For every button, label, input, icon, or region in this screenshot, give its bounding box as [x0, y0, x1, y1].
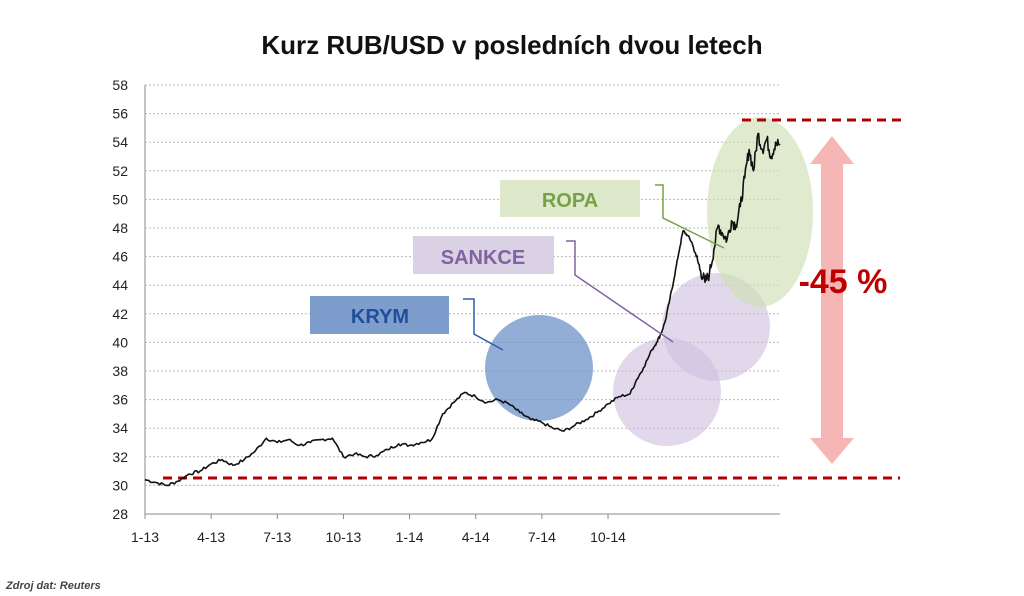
- y-tick-label: 48: [112, 220, 128, 236]
- ropa-bubble: [707, 117, 813, 307]
- x-tick-label: 1-13: [131, 529, 159, 545]
- y-axis: 28 30 32 34 36 38 40 42 44 46 48 50 52 54 56 58: [112, 77, 128, 522]
- y-tick-label: 28: [112, 506, 128, 522]
- y-tick-label: 30: [112, 477, 128, 493]
- x-axis: 1-13 4-13 7-13 10-13 1-14 4-14 7-14 10-14: [131, 514, 626, 545]
- y-tick-label: 58: [112, 77, 128, 93]
- change-arrow: [810, 136, 854, 464]
- x-tick-label: 10-14: [590, 529, 626, 545]
- annotation-bubbles: [485, 117, 813, 446]
- x-tick-label: 7-14: [528, 529, 556, 545]
- y-tick-label: 50: [112, 191, 128, 207]
- y-tick-label: 34: [112, 420, 128, 436]
- y-tick-label: 54: [112, 134, 128, 150]
- y-tick-label: 32: [112, 449, 128, 465]
- y-tick-label: 40: [112, 334, 128, 350]
- y-tick-label: 52: [112, 163, 128, 179]
- y-tick-label: 38: [112, 363, 128, 379]
- source-note: Zdroj dat: Reuters: [6, 580, 101, 592]
- ropa-label-box: [500, 180, 640, 217]
- sankce-connector: [566, 240, 674, 343]
- krym-connector: [463, 298, 504, 351]
- change-label: -45 %: [799, 263, 888, 301]
- y-tick-label: 46: [112, 249, 128, 265]
- sankce-label: SANKCE: [441, 247, 525, 269]
- y-tick-label: 42: [112, 306, 128, 322]
- krym-bubble: [485, 315, 593, 421]
- y-tick-label: 44: [112, 277, 128, 293]
- chart-title: Kurz RUB/USD v posledních dvou letech: [261, 30, 763, 60]
- x-tick-label: 10-13: [326, 529, 362, 545]
- x-tick-label: 4-14: [462, 529, 490, 545]
- ropa-connector: [655, 184, 725, 249]
- x-tick-label: 4-13: [197, 529, 225, 545]
- y-tick-label: 56: [112, 106, 128, 122]
- x-tick-label: 1-14: [396, 529, 424, 545]
- krym-label: KRYM: [351, 306, 409, 328]
- y-tick-label: 36: [112, 392, 128, 408]
- ropa-label: ROPA: [542, 190, 598, 212]
- rub-usd-line: [144, 132, 781, 487]
- x-tick-label: 7-13: [263, 529, 291, 545]
- sankce-label-box: [413, 236, 554, 274]
- krym-label-box: [310, 296, 449, 334]
